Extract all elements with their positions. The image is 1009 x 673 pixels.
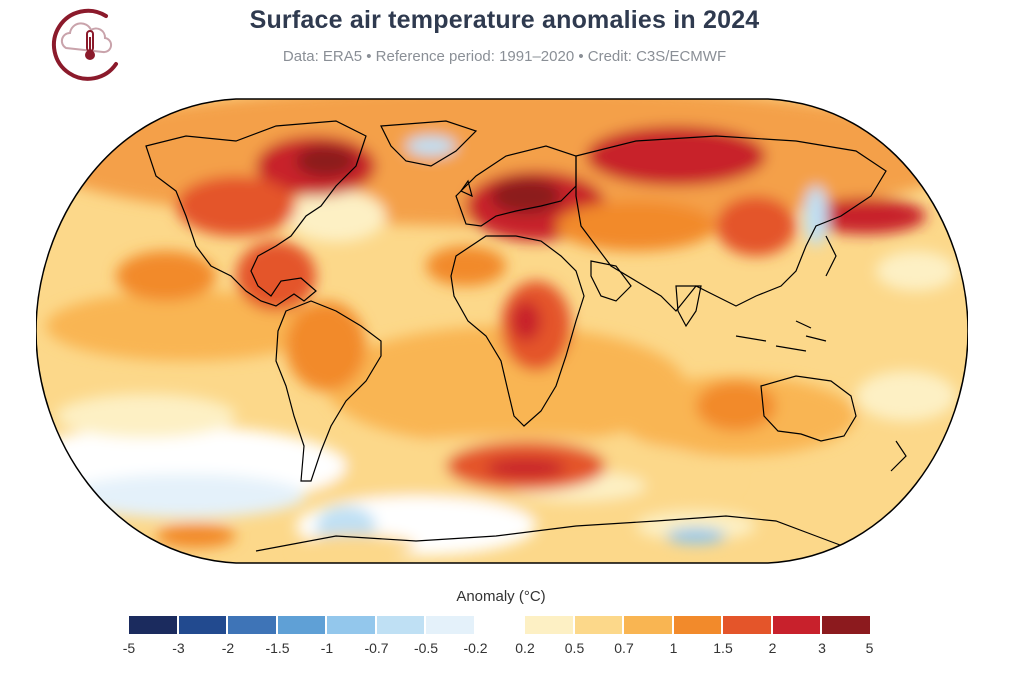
colorbar-tick-label: -0.7 [364,640,389,656]
colorbar-tick-label: 3 [818,640,826,656]
colorbar-bin-13 [772,616,820,634]
colorbar-tick-label: -0.2 [463,640,488,656]
colorbar-tick-label: 5 [865,640,874,656]
colorbar-bin-10 [624,616,672,634]
page-title: Surface air temperature anomalies in 202… [249,6,760,34]
colorbar-tick-label: -1 [320,640,334,656]
colorbar-bin-8 [525,616,573,634]
page-subtitle: Data: ERA5 • Reference period: 1991–2020… [282,48,727,65]
colorbar-bin-0 [129,616,177,634]
colorbar-tick-label: -5 [122,640,136,656]
colorbar-bin-11 [673,616,721,634]
colorbar-bin-9 [574,616,622,634]
colorbar-tick-label: -0.5 [413,640,439,656]
colorbar-tick-label: 2 [768,640,777,656]
colorbar-tick-label: 0.5 [564,640,585,656]
coastlines [145,120,907,552]
world-map-robinson [35,98,969,564]
colorbar-ticks: -5 -3 -2 -1.5 -1 -0.7 -0.5 -0.2 0.2 0.5 0.7 1 1.5 2 3 5 [0,640,1009,660]
colorbar-bin-4 [327,616,375,634]
legend-title: Anomaly (°C) [456,588,546,605]
colorbar-bin-7 [475,616,523,634]
colorbar-tick-label: 1 [669,640,678,656]
temperature-anomaly-map [35,96,969,566]
colorbar [129,616,872,634]
colorbar-bin-1 [178,616,226,634]
colorbar-tick-label: -2 [221,640,235,656]
anomaly-field [36,99,968,558]
colorbar-bin-12 [723,616,771,634]
colorbar-bin-5 [376,616,424,634]
colorbar-tick-label: -1.5 [265,640,290,656]
colorbar-bin-14 [822,616,870,634]
colorbar-tick-label: -3 [172,640,185,656]
colorbar-bin-2 [228,616,276,634]
colorbar-bin-6 [426,616,474,634]
colorbar-bin-3 [277,616,325,634]
colorbar-tick-label: 0.7 [614,640,634,656]
logo-cloud-thermometer-icon [51,8,118,81]
colorbar-tick-label: 1.5 [713,640,733,656]
map-border [35,98,969,564]
colorbar-tick-label: 0.2 [515,640,535,656]
